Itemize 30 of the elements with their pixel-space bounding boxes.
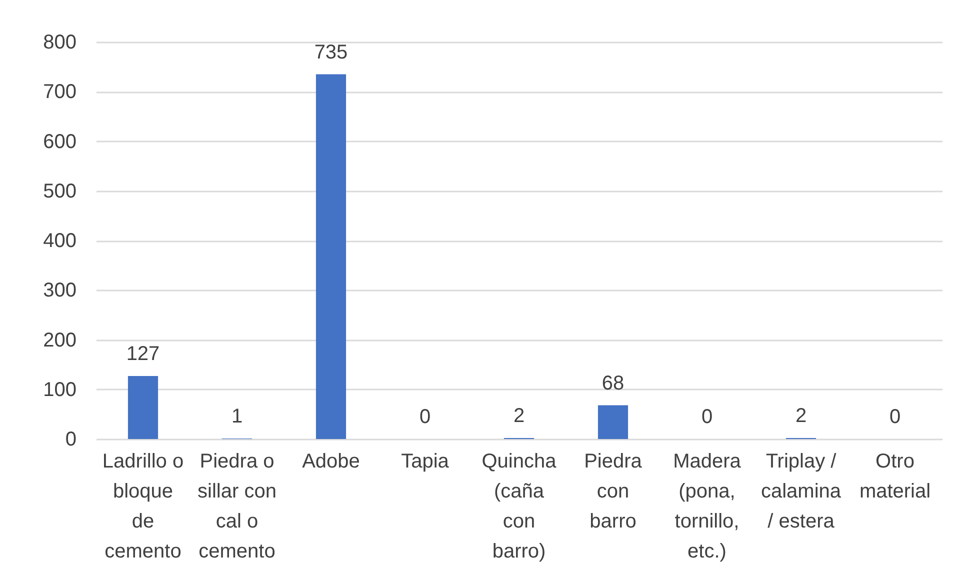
x-tick-label: Triplay / calamina / estera	[760, 450, 842, 532]
bar	[128, 376, 158, 439]
data-label: 0	[701, 406, 713, 428]
y-tick-label: 600	[43, 130, 76, 153]
data-label: 735	[314, 41, 348, 64]
data-label: 2	[795, 405, 807, 428]
x-tick-label: Piedra o sillar con cal o cemento	[198, 450, 276, 562]
data-label: 1	[231, 406, 243, 428]
x-tick-label: Quincha (caña con barro)	[482, 450, 558, 562]
x-tick-label: Piedra con barro	[584, 450, 643, 532]
x-tick-label: Adobe	[302, 450, 360, 472]
data-label: 68	[602, 372, 624, 394]
bar	[598, 405, 628, 439]
y-tick-label: 700	[43, 81, 76, 104]
y-tick-label: 800	[43, 32, 76, 54]
bar	[316, 74, 346, 439]
data-label: 2	[513, 405, 525, 428]
y-tick-label: 200	[43, 329, 76, 352]
x-tick-label: Ladrillo o bloque de cemento	[102, 450, 184, 562]
data-label: 0	[419, 406, 431, 428]
x-tick-label: Madera (pona, tornillo, etc.)	[673, 450, 742, 562]
y-tick-label: 500	[43, 180, 76, 202]
y-tick-label: 0	[65, 428, 76, 450]
y-tick-label: 300	[43, 280, 76, 302]
x-tick-label: Tapia	[401, 450, 450, 472]
y-tick-label: 100	[43, 378, 76, 401]
data-label: 127	[126, 342, 160, 365]
y-tick-label: 400	[43, 230, 76, 252]
data-label: 0	[889, 406, 901, 428]
x-tick-label: Otro material	[859, 450, 931, 502]
